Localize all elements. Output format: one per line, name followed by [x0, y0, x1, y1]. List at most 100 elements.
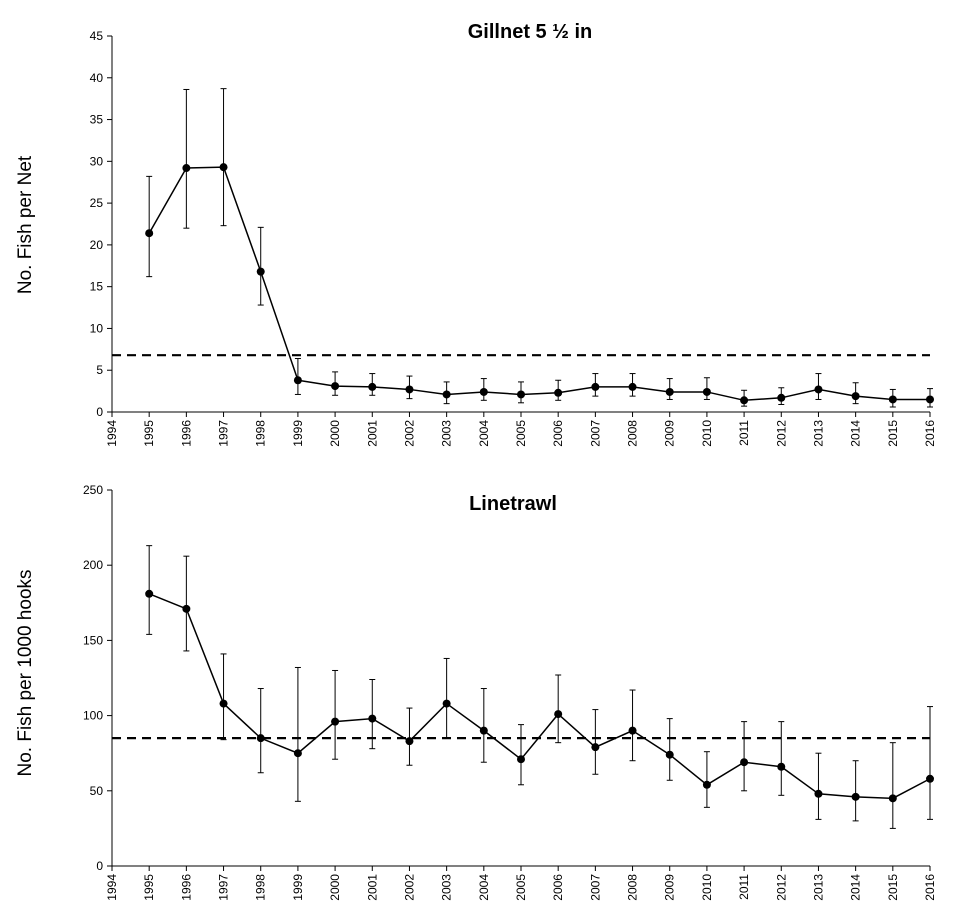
- x-tick-label: 1996: [179, 420, 193, 447]
- x-tick-label: 2010: [700, 874, 714, 901]
- data-point: [665, 387, 674, 396]
- data-point: [665, 750, 674, 759]
- x-tick-label: 1994: [105, 874, 119, 901]
- y-tick-label: 10: [90, 321, 104, 335]
- y-tick-label: 40: [90, 71, 104, 85]
- x-tick-label: 2007: [588, 874, 602, 901]
- x-tick-label: 2007: [588, 420, 602, 447]
- data-point: [331, 717, 340, 726]
- x-tick-label: 2008: [626, 874, 640, 901]
- linetrawl-chart: Linetrawl No. Fish per 1000 hooks 0 50 100…: [15, 483, 937, 901]
- y-tick-label: 0: [96, 859, 103, 873]
- x-tick-label: 2006: [551, 874, 565, 901]
- data-point: [591, 743, 600, 752]
- data-point: [517, 755, 525, 764]
- y-tick-label: 200: [83, 558, 103, 572]
- x-tick-label: 2003: [440, 420, 454, 447]
- data-point: [740, 396, 749, 405]
- x-tick-label: 2000: [328, 874, 342, 901]
- data-point: [926, 395, 934, 404]
- data-point: [777, 762, 786, 771]
- x-tick-label: 2001: [365, 420, 379, 447]
- data-point: [554, 388, 563, 397]
- y-tick-label: 15: [90, 280, 104, 294]
- x-tick-label: 2003: [440, 874, 454, 901]
- x-tick-label: 1994: [105, 420, 119, 447]
- gillnet-chart: Gillnet 5 ½ in No. Fish per Net 0 5 10 15 20…: [15, 21, 937, 447]
- series-line: [148, 166, 930, 402]
- chart-title: Linetrawl: [469, 493, 557, 515]
- data-point: [145, 229, 154, 238]
- y-tick-label: 250: [83, 483, 103, 497]
- x-tick-label: 1996: [179, 874, 193, 901]
- data-point: [777, 393, 786, 402]
- x-tick-label: 2016: [923, 874, 937, 901]
- x-tick-label: 2004: [477, 420, 491, 447]
- y-tick-label: 5: [96, 363, 103, 377]
- x-tick-label: 2010: [700, 420, 714, 447]
- data-point: [368, 714, 377, 723]
- data-point: [702, 387, 711, 396]
- plot-area: 0 5 10 15 20 25 30 35 40 45 1994 1995 1996 1997 1998 19…: [90, 29, 937, 447]
- x-tick-label: 2016: [923, 420, 937, 447]
- data-point: [926, 774, 934, 783]
- data-point: [740, 758, 749, 767]
- x-tick-label: 1998: [254, 874, 268, 901]
- data-point: [145, 589, 154, 598]
- x-tick-label: 1995: [142, 420, 156, 447]
- data-point: [814, 789, 823, 798]
- y-tick-label: 100: [83, 709, 103, 723]
- data-point: [442, 390, 451, 399]
- x-tick-label: 2014: [849, 874, 863, 901]
- y-tick-label: 45: [90, 29, 104, 43]
- x-tick-label: 2009: [663, 420, 677, 447]
- x-tick-label: 1997: [217, 874, 231, 901]
- x-tick-label: 2006: [551, 420, 565, 447]
- data-point: [405, 385, 414, 394]
- y-tick-label: 150: [83, 633, 103, 647]
- data-point: [888, 794, 897, 803]
- x-tick-label: 2001: [365, 874, 379, 901]
- data-point: [814, 385, 823, 394]
- data-point: [331, 382, 340, 391]
- x-tick-label: 2009: [663, 874, 677, 901]
- data-point: [219, 163, 228, 172]
- x-tick-label: 2004: [477, 874, 491, 901]
- x-tick-label: 2005: [514, 420, 528, 447]
- data-point: [554, 710, 563, 719]
- data-point: [479, 387, 488, 396]
- data-point: [628, 726, 637, 735]
- data-point: [702, 780, 711, 789]
- data-point: [888, 395, 897, 404]
- y-tick-label: 20: [90, 238, 104, 252]
- data-point: [182, 604, 191, 613]
- data-point: [256, 734, 265, 743]
- data-point: [405, 737, 414, 746]
- x-tick-label: 2008: [626, 420, 640, 447]
- data-point: [293, 376, 302, 385]
- x-tick-label: 2002: [402, 420, 416, 447]
- data-point: [256, 267, 265, 276]
- y-axis-label: No. Fish per 1000 hooks: [15, 569, 36, 776]
- y-tick-label: 0: [96, 405, 103, 419]
- x-tick-label: 1998: [254, 420, 268, 447]
- data-point: [368, 382, 377, 391]
- y-tick-label: 30: [90, 154, 104, 168]
- data-point: [293, 749, 302, 758]
- x-tick-label: 1995: [142, 874, 156, 901]
- data-point: [851, 792, 860, 801]
- chart-title: Gillnet 5 ½ in: [468, 21, 592, 43]
- data-point: [851, 392, 860, 401]
- x-tick-label: 2000: [328, 420, 342, 447]
- x-tick-label: 2011: [737, 874, 751, 900]
- data-point: [442, 699, 451, 708]
- x-tick-label: 1999: [291, 420, 305, 447]
- x-tick-label: 2015: [886, 420, 900, 447]
- x-tick-label: 2013: [811, 420, 825, 447]
- x-tick-label: 2011: [737, 420, 751, 446]
- x-tick-label: 1997: [217, 420, 231, 447]
- y-axis-label: No. Fish per Net: [15, 155, 36, 294]
- data-point: [219, 699, 228, 708]
